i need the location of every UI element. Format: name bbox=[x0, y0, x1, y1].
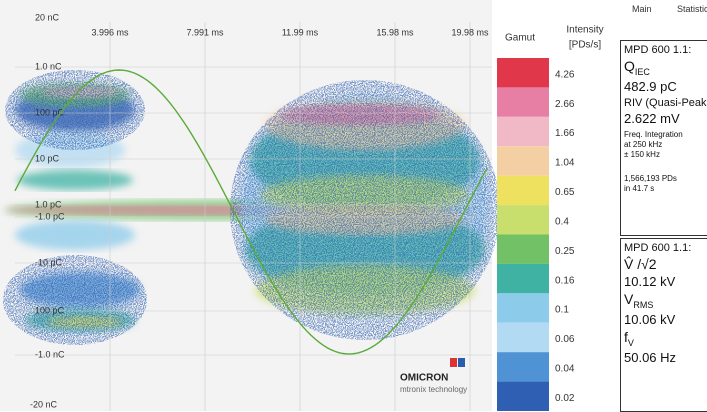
note: ± 150 kHz bbox=[624, 149, 660, 159]
gamut-label: 0.02 bbox=[555, 393, 575, 404]
charge-tick-label: 10 pC bbox=[35, 153, 60, 163]
charge-tick-label: 100 pC bbox=[35, 107, 65, 117]
charge-tick-label: -10 pC bbox=[35, 257, 63, 267]
cloud-specks bbox=[230, 80, 500, 340]
gamut-label: 0.04 bbox=[555, 364, 575, 375]
tab[interactable]: Main bbox=[632, 4, 652, 14]
value: 482.9 pC bbox=[624, 78, 677, 94]
colorbar-unit: Intensity bbox=[566, 25, 603, 36]
device: MPD 600 1.1: bbox=[624, 242, 692, 254]
panel-voltage: MPD 600 1.1: V̂ /√2 10.12 kV VRMS 10.06 … bbox=[620, 238, 707, 412]
count: in 41.7 s bbox=[624, 183, 655, 193]
note: at 250 kHz bbox=[624, 139, 663, 149]
tab[interactable]: Statistic bbox=[677, 4, 707, 14]
cloud bbox=[15, 220, 135, 250]
gamut-swatch bbox=[497, 205, 549, 235]
time-tick-label: 15.98 ms bbox=[376, 27, 414, 37]
gamut-label: 2.66 bbox=[555, 99, 575, 110]
label: VRMS bbox=[624, 291, 707, 310]
cloud bbox=[17, 170, 133, 190]
gamut-label: 4.26 bbox=[555, 69, 575, 80]
gamut-swatch bbox=[497, 322, 549, 353]
note: Freq. Integration bbox=[624, 129, 683, 139]
charge-tick-label: 1.0 nC bbox=[35, 61, 62, 71]
time-tick-label: 7.991 ms bbox=[186, 27, 224, 37]
charge-tick-label: -1.0 nC bbox=[35, 349, 65, 359]
panel-charge: MPD 600 1.1: QIEC 482.9 pC RIV (Quasi-Pe… bbox=[620, 40, 707, 236]
gamut-swatch bbox=[497, 116, 549, 147]
value: 10.12 kV bbox=[624, 274, 676, 289]
time-tick-label: 11.99 ms bbox=[282, 27, 319, 37]
corner-label: 20 nC bbox=[35, 12, 60, 22]
f-sub: V bbox=[627, 337, 634, 348]
gamut-swatch bbox=[497, 58, 549, 88]
gamut-label: 0.06 bbox=[555, 334, 575, 345]
colorbar-title: Gamut bbox=[505, 33, 535, 44]
charge-tick-label: 100 pC bbox=[35, 305, 65, 315]
logo-icon bbox=[458, 358, 465, 367]
device: MPD 600 1.1: bbox=[624, 44, 692, 56]
voltage-curve bbox=[14, 69, 488, 355]
cloud-specks bbox=[3, 255, 147, 345]
label: RIV (Quasi-Peak bbox=[624, 96, 707, 109]
gamut-label: 1.66 bbox=[555, 128, 575, 139]
gamut-swatch bbox=[497, 293, 549, 323]
gamut-swatch bbox=[497, 175, 549, 206]
label: fV bbox=[624, 329, 707, 348]
time-tick-label: 3.996 ms bbox=[91, 27, 129, 37]
logo-icon bbox=[450, 358, 457, 367]
logo-sub: mtronix technology bbox=[400, 385, 467, 394]
colorbar-unit: [PDs/s] bbox=[569, 40, 601, 51]
charge-tick-label: 1.0 pC bbox=[35, 199, 62, 209]
label: QIEC bbox=[624, 58, 707, 77]
q-sub: IEC bbox=[634, 66, 650, 77]
gamut-swatch bbox=[497, 352, 549, 382]
corner-label: -20 nC bbox=[30, 399, 58, 409]
gamut-label: 0.65 bbox=[555, 187, 575, 198]
value: 10.06 kV bbox=[624, 311, 676, 327]
v-sub: RMS bbox=[633, 299, 654, 310]
cloud-specks bbox=[5, 70, 145, 150]
gamut-swatch bbox=[497, 263, 549, 294]
label: V̂ /√2 bbox=[624, 256, 657, 272]
v: V bbox=[624, 291, 634, 307]
gamut-swatch bbox=[497, 381, 549, 411]
gamut-label: 0.4 bbox=[555, 216, 569, 227]
gamut-label: 0.16 bbox=[555, 275, 575, 286]
value: 50.06 Hz bbox=[624, 349, 677, 365]
gamut-swatch bbox=[497, 87, 549, 117]
q: Q bbox=[624, 58, 635, 74]
gamut-swatch bbox=[497, 146, 549, 176]
time-tick-label: 19.98 ms bbox=[451, 27, 489, 37]
gamut-swatch bbox=[497, 234, 549, 264]
f: f bbox=[624, 328, 628, 345]
charge-tick-label: -1.0 pC bbox=[35, 211, 65, 221]
gamut-label: 0.25 bbox=[555, 246, 575, 257]
count: 1,566,193 PDs bbox=[624, 173, 677, 183]
gamut-label: 1.04 bbox=[555, 158, 575, 169]
gamut-label: 0.1 bbox=[555, 305, 569, 316]
logo-name: OMICRON bbox=[400, 373, 448, 384]
value: 2.622 mV bbox=[624, 110, 680, 126]
